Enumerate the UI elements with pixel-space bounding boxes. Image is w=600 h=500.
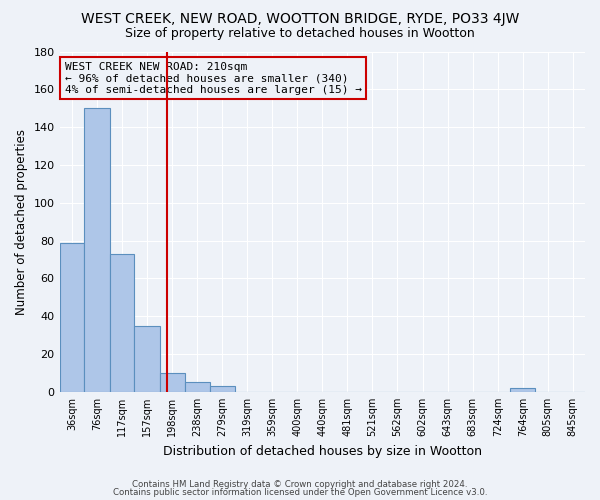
Y-axis label: Number of detached properties: Number of detached properties — [15, 128, 28, 314]
Bar — [134, 326, 160, 392]
X-axis label: Distribution of detached houses by size in Wootton: Distribution of detached houses by size … — [163, 444, 482, 458]
Bar — [59, 242, 84, 392]
Bar — [210, 386, 235, 392]
Bar — [160, 373, 185, 392]
Bar — [185, 382, 210, 392]
Text: WEST CREEK, NEW ROAD, WOOTTON BRIDGE, RYDE, PO33 4JW: WEST CREEK, NEW ROAD, WOOTTON BRIDGE, RY… — [81, 12, 519, 26]
Bar — [510, 388, 535, 392]
Text: WEST CREEK NEW ROAD: 210sqm
← 96% of detached houses are smaller (340)
4% of sem: WEST CREEK NEW ROAD: 210sqm ← 96% of det… — [65, 62, 362, 95]
Text: Contains public sector information licensed under the Open Government Licence v3: Contains public sector information licen… — [113, 488, 487, 497]
Text: Contains HM Land Registry data © Crown copyright and database right 2024.: Contains HM Land Registry data © Crown c… — [132, 480, 468, 489]
Bar — [110, 254, 134, 392]
Text: Size of property relative to detached houses in Wootton: Size of property relative to detached ho… — [125, 28, 475, 40]
Bar — [84, 108, 110, 392]
